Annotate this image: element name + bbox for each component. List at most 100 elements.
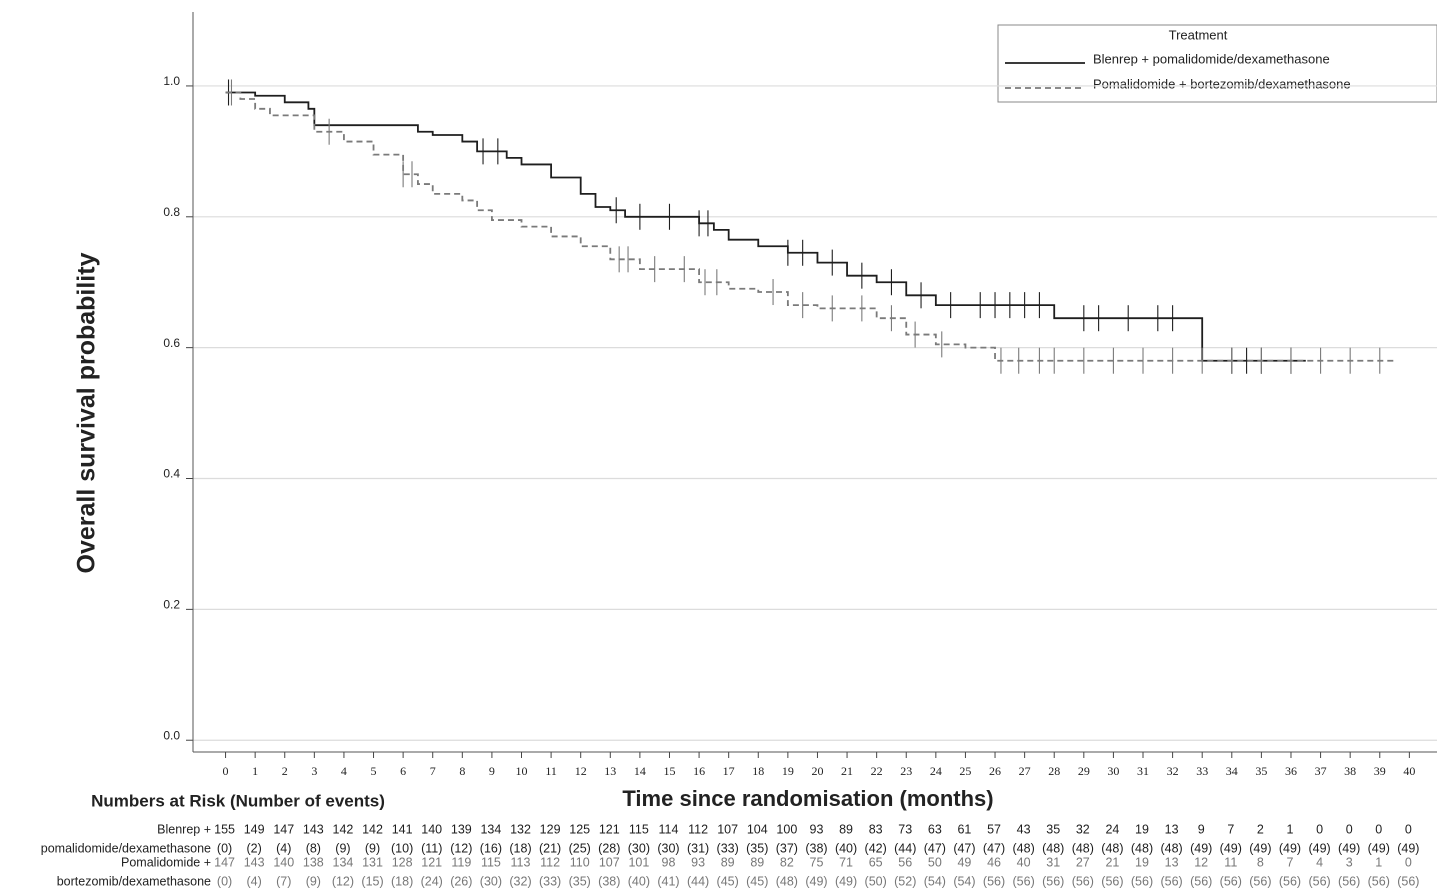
x-tick-label: 40 <box>1403 764 1415 778</box>
risk-events: (41) <box>657 874 679 888</box>
y-tick-label: 0.4 <box>163 467 180 481</box>
risk-events: (56) <box>1042 874 1064 888</box>
risk-count: 142 <box>333 822 354 836</box>
x-tick-label: 6 <box>400 764 406 778</box>
risk-events: (56) <box>1308 874 1330 888</box>
risk-count: 7 <box>1287 855 1294 869</box>
risk-events: (56) <box>1338 874 1360 888</box>
risk-count: 83 <box>869 822 883 836</box>
x-tick-label: 4 <box>341 764 347 778</box>
risk-events: (26) <box>450 874 472 888</box>
x-tick-label: 11 <box>545 764 557 778</box>
risk-count: 112 <box>688 822 708 836</box>
x-tick-label: 39 <box>1374 764 1386 778</box>
x-tick-label: 23 <box>900 764 912 778</box>
risk-count: 61 <box>957 822 971 836</box>
x-tick-label: 12 <box>575 764 587 778</box>
risk-events: (9) <box>365 841 380 855</box>
risk-count: 2 <box>1257 822 1264 836</box>
risk-count: 63 <box>928 822 942 836</box>
risk-count: 19 <box>1135 855 1149 869</box>
risk-row-label: pomalidomide/dexamethasone <box>41 841 211 855</box>
risk-count: 24 <box>1105 822 1119 836</box>
risk-events: (48) <box>776 874 798 888</box>
survival-curve <box>225 91 1306 362</box>
risk-events: (18) <box>391 874 413 888</box>
y-tick-label: 0.0 <box>163 728 180 742</box>
risk-events: (45) <box>746 874 768 888</box>
risk-count: 57 <box>987 822 1001 836</box>
risk-events: (12) <box>450 841 472 855</box>
x-tick-label: 17 <box>723 764 735 778</box>
risk-events: (7) <box>276 874 291 888</box>
x-tick-label: 24 <box>930 764 942 778</box>
risk-count: 107 <box>717 822 738 836</box>
risk-count: 49 <box>957 855 971 869</box>
risk-events: (25) <box>569 841 591 855</box>
x-tick-label: 27 <box>1019 764 1031 778</box>
risk-events: (49) <box>805 874 827 888</box>
x-tick-label: 0 <box>223 764 229 778</box>
risk-count: 21 <box>1105 855 1119 869</box>
risk-count: 100 <box>776 822 797 836</box>
x-tick-label: 14 <box>634 764 646 778</box>
risk-events: (54) <box>953 874 975 888</box>
risk-count: 98 <box>662 855 676 869</box>
risk-events: (30) <box>480 874 502 888</box>
legend-title: Treatment <box>1169 27 1228 42</box>
risk-events: (56) <box>1249 874 1271 888</box>
risk-events: (48) <box>1101 841 1123 855</box>
risk-count: 134 <box>480 822 501 836</box>
risk-events: (49) <box>1220 841 1242 855</box>
x-tick-label: 21 <box>841 764 853 778</box>
risk-count: 7 <box>1227 822 1234 836</box>
risk-events: (56) <box>1072 874 1094 888</box>
risk-events: (21) <box>539 841 561 855</box>
risk-events: (56) <box>1013 874 1035 888</box>
x-tick-label: 1 <box>252 764 258 778</box>
risk-events: (42) <box>865 841 887 855</box>
risk-count: 128 <box>392 855 413 869</box>
risk-events: (9) <box>335 841 350 855</box>
risk-count: 143 <box>303 822 324 836</box>
risk-count: 8 <box>1257 855 1264 869</box>
risk-count: 1 <box>1287 822 1294 836</box>
risk-count: 32 <box>1076 822 1090 836</box>
survival-curve <box>225 91 1395 362</box>
risk-events: (40) <box>835 841 857 855</box>
risk-count: 65 <box>869 855 883 869</box>
risk-events: (35) <box>569 874 591 888</box>
risk-events: (56) <box>1368 874 1390 888</box>
risk-count: 147 <box>214 855 235 869</box>
risk-count: 139 <box>451 822 472 836</box>
risk-events: (56) <box>1397 874 1419 888</box>
risk-events: (11) <box>421 841 442 855</box>
risk-events: (38) <box>598 874 620 888</box>
risk-count: 27 <box>1076 855 1090 869</box>
risk-count: 141 <box>392 822 413 836</box>
risk-events: (54) <box>924 874 946 888</box>
risk-count: 11 <box>1224 855 1237 869</box>
risk-events: (35) <box>746 841 768 855</box>
x-tick-label: 13 <box>604 764 616 778</box>
x-tick-label: 29 <box>1078 764 1090 778</box>
risk-events: (48) <box>1131 841 1153 855</box>
risk-count: 56 <box>898 855 912 869</box>
risk-events: (32) <box>509 874 531 888</box>
risk-count: 13 <box>1165 822 1179 836</box>
risk-row-label: Pomalidomide + <box>121 855 211 869</box>
risk-events: (49) <box>1308 841 1330 855</box>
x-tick-label: 30 <box>1107 764 1119 778</box>
risk-count: 115 <box>481 855 501 869</box>
risk-count: 93 <box>810 822 824 836</box>
risk-events: (18) <box>509 841 531 855</box>
risk-count: 107 <box>599 855 620 869</box>
risk-count: 19 <box>1135 822 1149 836</box>
risk-count: 0 <box>1346 822 1353 836</box>
risk-row-label: Blenrep + <box>157 822 211 836</box>
x-tick-label: 10 <box>516 764 528 778</box>
risk-count: 140 <box>421 822 442 836</box>
risk-count: 89 <box>721 855 735 869</box>
risk-events: (56) <box>1190 874 1212 888</box>
risk-events: (8) <box>306 841 321 855</box>
